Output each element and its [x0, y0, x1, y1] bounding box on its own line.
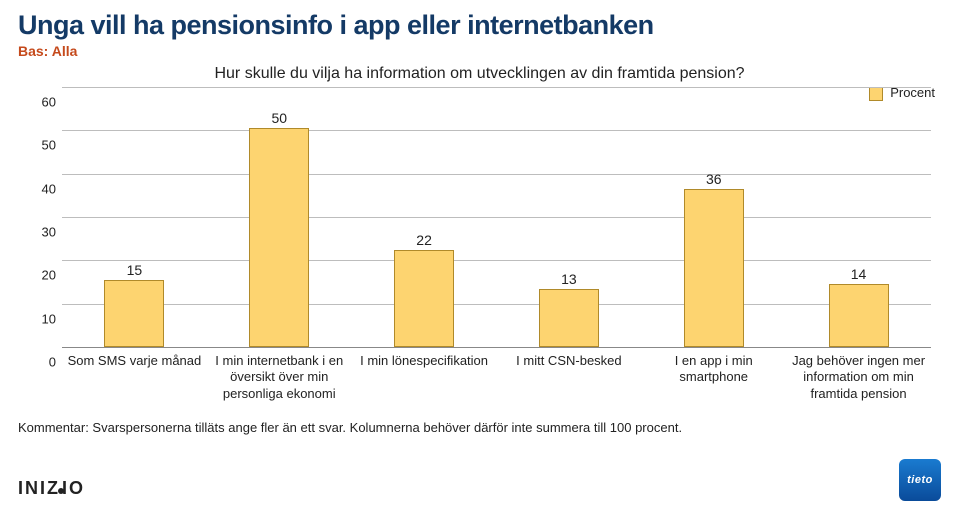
bar-value-label: 36 [706, 171, 722, 187]
gridline [62, 347, 931, 348]
y-tick: 10 [28, 311, 56, 326]
bar-slot: 50 [207, 87, 352, 347]
bar-slot: 15 [62, 87, 207, 347]
x-axis-label: I min lönespecifikation [352, 347, 497, 402]
page-title: Unga vill ha pensionsinfo i app eller in… [18, 10, 941, 41]
y-tick: 40 [28, 181, 56, 196]
bar [539, 289, 599, 347]
bar [104, 280, 164, 347]
x-axis-labels: Som SMS varje månadI min internetbank i … [62, 347, 931, 402]
bar-value-label: 15 [127, 262, 143, 278]
bar-value-label: 50 [271, 110, 287, 126]
bar-value-label: 13 [561, 271, 577, 287]
y-tick: 20 [28, 268, 56, 283]
y-axis: 0102030405060 [28, 87, 56, 347]
bars-container: 15 50 22 13 36 14 [62, 87, 931, 347]
question-text: Hur skulle du vilja ha information om ut… [18, 65, 941, 83]
subtitle: Bas: Alla [18, 43, 941, 59]
bar-value-label: 14 [851, 266, 867, 282]
logo-inizio: INIZIO [18, 478, 85, 499]
y-tick: 0 [28, 355, 56, 370]
bar-slot: 13 [496, 87, 641, 347]
bar-slot: 22 [352, 87, 497, 347]
plot-area: 0102030405060 155022133614 [28, 87, 931, 347]
bar-slot: 36 [641, 87, 786, 347]
x-axis-label: I min internetbank i en översikt över mi… [207, 347, 352, 402]
x-axis-label: Som SMS varje månad [62, 347, 207, 402]
y-tick: 50 [28, 138, 56, 153]
bar-chart: Procent 0102030405060 155022133614 Som S… [28, 87, 931, 402]
bar [394, 250, 454, 347]
y-tick: 60 [28, 95, 56, 110]
x-axis-label: I mitt CSN-besked [496, 347, 641, 402]
bar-value-label: 22 [416, 232, 432, 248]
comment-text: Kommentar: Svarspersonerna tilläts ange … [18, 420, 941, 435]
bar [684, 189, 744, 347]
x-axis-label: Jag behöver ingen mer information om min… [786, 347, 931, 402]
x-axis-label: I en app i min smartphone [641, 347, 786, 402]
y-tick: 30 [28, 225, 56, 240]
bar [829, 284, 889, 347]
bar [249, 128, 309, 347]
logo-tieto: tieto [899, 459, 941, 501]
bar-slot: 14 [786, 87, 931, 347]
